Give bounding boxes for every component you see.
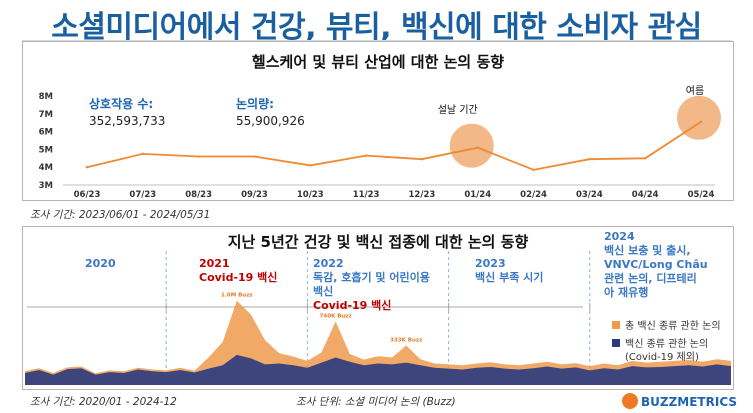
brand-icon bbox=[622, 393, 638, 409]
chart-panel-vaccine: 1.0M Buzz 740K Buzz 333K Buzz 지난 5년간 건강 및 … bbox=[22, 226, 734, 390]
data-point bbox=[197, 155, 200, 158]
x-tick-label: 08/23 bbox=[185, 190, 212, 200]
era-2022-year: 2022 bbox=[313, 257, 344, 270]
stat-buzz-value: 55,900,926 bbox=[236, 114, 305, 128]
y-tick-label: 7M bbox=[39, 110, 53, 120]
peak-annotation: 1.0M Buzz bbox=[221, 293, 253, 299]
era-2022-line-2: 백신 bbox=[313, 285, 334, 298]
stat-interactions-label: 상호작용 수: bbox=[89, 97, 154, 111]
peak-annotation: 740K Buzz bbox=[320, 313, 352, 319]
data-point bbox=[253, 155, 256, 158]
era-2020-year: 2020 bbox=[85, 257, 116, 270]
data-point bbox=[364, 154, 368, 157]
legend-total-swatch bbox=[612, 321, 620, 329]
data-point bbox=[309, 164, 312, 167]
page-title: 소셜미디어에서 건강, 뷰티, 백신에 대한 소비자 관심 bbox=[51, 10, 702, 45]
era-2024-line-2: VNVC/Long Châu bbox=[604, 258, 708, 271]
legend-total-label: 총 백신 종류 관한 논의 bbox=[625, 321, 721, 332]
y-tick-label: 4M bbox=[39, 163, 53, 173]
annotation-seollal: 설날 기간 bbox=[438, 104, 478, 116]
era-2020: 2020 bbox=[85, 257, 116, 271]
data-point bbox=[699, 120, 703, 124]
x-tick-label: 11/23 bbox=[353, 190, 380, 200]
data-point bbox=[643, 157, 647, 160]
brand-logo: BUZZMETRICS bbox=[622, 393, 737, 409]
era-2021-year: 2021 bbox=[199, 257, 230, 270]
x-tick-label: 05/24 bbox=[688, 190, 715, 200]
legend-non-covid-swatch bbox=[612, 339, 620, 347]
x-tick-label: 12/23 bbox=[409, 190, 436, 200]
stat-buzz: 논의량: 55,900,926 bbox=[236, 95, 305, 128]
x-tick-label: 07/23 bbox=[129, 190, 156, 200]
era-2024-line-3: 관련 논의, 디프테리 bbox=[604, 272, 697, 285]
legend-total: 총 백신 종류 관한 논의 bbox=[612, 320, 721, 333]
chart1-title: 헬스케어 및 뷰티 산업에 대한 논의 동향 bbox=[251, 53, 505, 71]
data-point bbox=[420, 157, 424, 161]
era-2022-covid: Covid-19 백신 bbox=[313, 299, 392, 312]
area-series-total bbox=[25, 300, 731, 385]
y-tick-label: 3M bbox=[39, 181, 53, 191]
era-2023: 2023 백신 부족 시기 bbox=[475, 257, 543, 285]
x-tick-label: 04/24 bbox=[632, 190, 659, 200]
annotation-summer: 여름 bbox=[686, 85, 704, 97]
era-2024-year: 2024 bbox=[604, 230, 635, 243]
era-2021: 2021 Covid-19 백신 bbox=[199, 257, 277, 285]
x-tick-label: 01/24 bbox=[464, 190, 491, 200]
era-2024-line-1: 백신 보충 및 출시, bbox=[604, 244, 691, 257]
chart2-period-note: 조사 기간: 2020/01 - 2024-12 bbox=[30, 396, 177, 408]
legend-non-covid-label: 백신 종류 관한 논의 bbox=[625, 339, 709, 350]
chart-panel-trend: 헬스케어 및 뷰티 산업에 대한 논의 동향 상호작용 수: 352,593,7… bbox=[22, 41, 734, 201]
chart2-unit-note: 조사 단위: 소셜 미디어 논의 (Buzz) bbox=[296, 396, 456, 408]
data-point bbox=[85, 166, 89, 169]
era-2024-line-4: 아 재유행 bbox=[604, 286, 649, 299]
era-2023-year: 2023 bbox=[475, 257, 506, 270]
chart1-svg: 3M 4M 5M 6M 7M 8M 06/23 07/23 08/23 09/23 10/23 11/… bbox=[39, 85, 721, 200]
x-tick-label: 09/23 bbox=[241, 190, 268, 200]
x-tick-label: 02/24 bbox=[520, 190, 547, 200]
data-point bbox=[476, 146, 479, 149]
stat-interactions-value: 352,593,733 bbox=[89, 114, 166, 128]
era-2024: 2024 백신 보충 및 출시, VNVC/Long Châu 관련 논의, 디… bbox=[604, 230, 708, 300]
title-divider bbox=[22, 40, 732, 41]
chart2-title: 지난 5년간 건강 및 백신 접종에 대한 논의 동향 bbox=[227, 233, 529, 251]
stat-buzz-label: 논의량: bbox=[236, 97, 274, 111]
data-point bbox=[141, 152, 145, 156]
highlight-circle bbox=[677, 95, 721, 140]
x-tick-label: 03/24 bbox=[576, 190, 603, 200]
x-tick-label: 10/23 bbox=[297, 190, 324, 200]
legend-non-covid-sub: (Covid-19 제외) bbox=[625, 352, 699, 363]
highlight-circle bbox=[449, 123, 494, 168]
data-point bbox=[532, 168, 535, 172]
x-tick-label: 06/23 bbox=[74, 190, 101, 200]
area-series-non-covid bbox=[25, 354, 731, 385]
y-tick-label: 6M bbox=[39, 128, 53, 138]
brand-name: BUZZMETRICS bbox=[641, 395, 737, 409]
era-2022: 2022 독감, 호흡기 및 어린이용 백신 Covid-19 백신 bbox=[313, 257, 430, 313]
stat-interactions: 상호작용 수: 352,593,733 bbox=[89, 95, 165, 128]
legend-non-covid: 백신 종류 관한 논의 (Covid-19 제외) bbox=[612, 338, 708, 364]
era-2022-line-1: 독감, 호흡기 및 어린이용 bbox=[313, 271, 430, 284]
series-line bbox=[86, 121, 702, 171]
era-2021-line: Covid-19 백신 bbox=[199, 271, 278, 284]
data-point bbox=[588, 157, 591, 161]
chart1-period-note: 조사 기간: 2023/06/01 - 2024/05/31 bbox=[30, 209, 211, 221]
era-2023-line: 백신 부족 시기 bbox=[475, 271, 544, 284]
y-tick-label: 5M bbox=[39, 145, 53, 155]
chart2-svg: 1.0M Buzz 740K Buzz 333K Buzz bbox=[23, 227, 733, 389]
peak-annotation: 333K Buzz bbox=[390, 337, 422, 343]
y-tick-label: 8M bbox=[39, 92, 53, 102]
